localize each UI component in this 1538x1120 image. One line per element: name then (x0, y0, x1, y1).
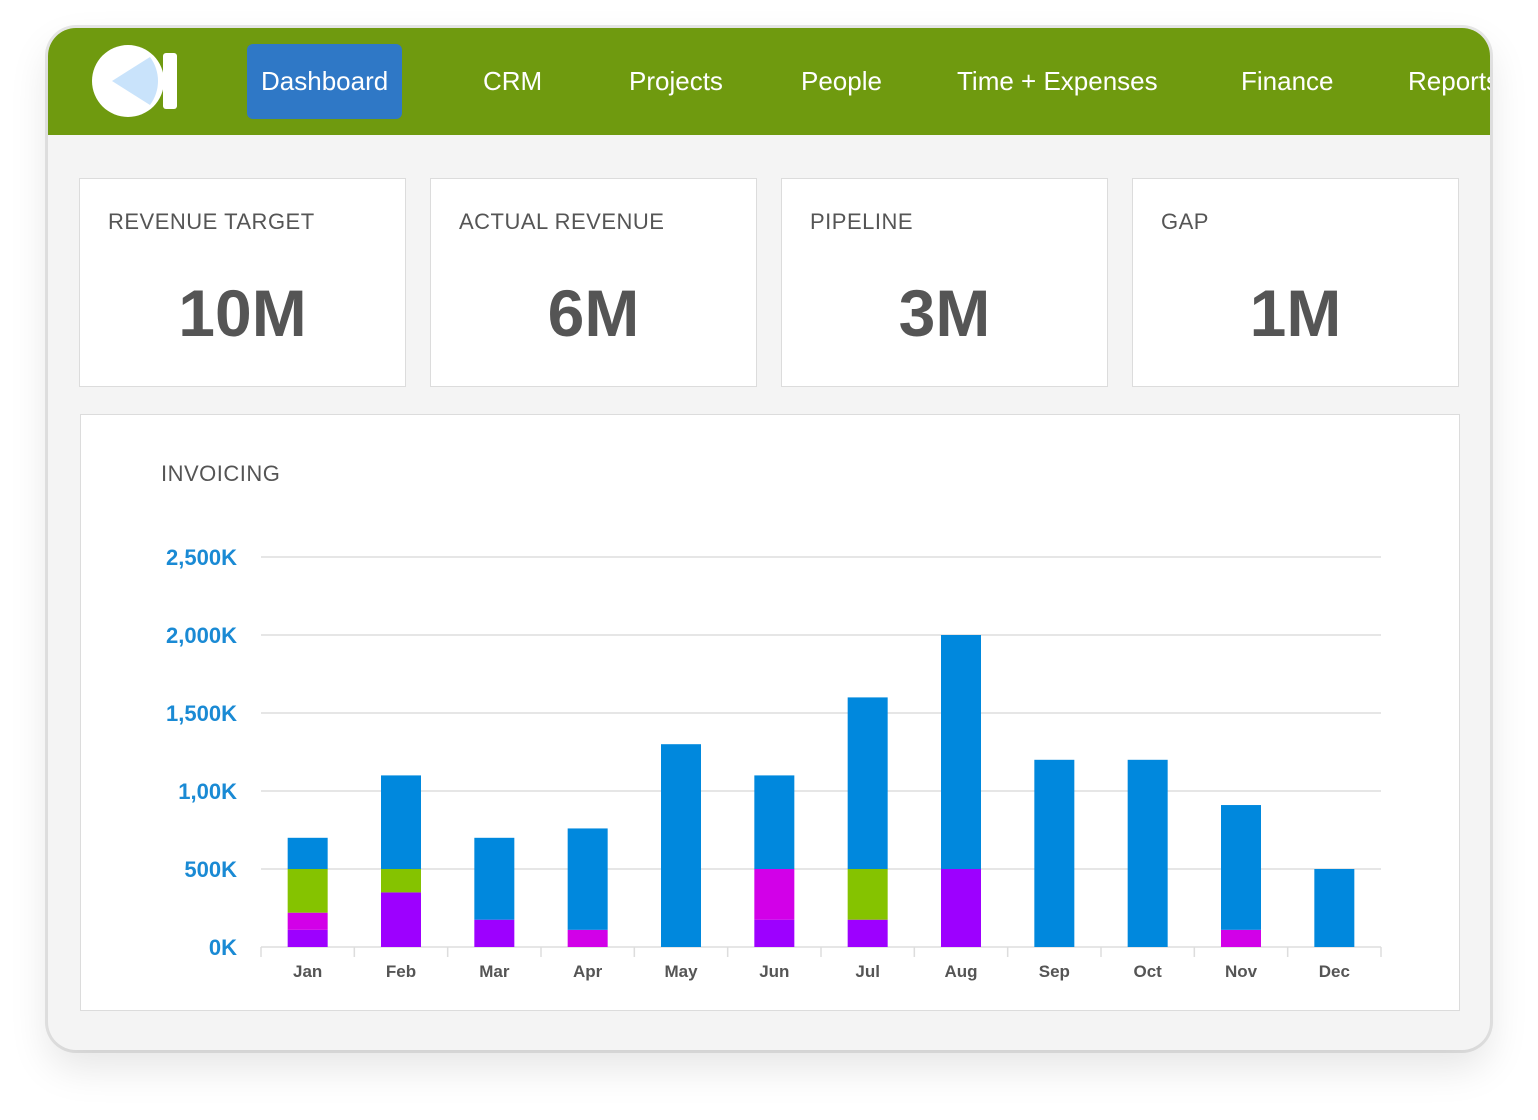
kpi-value: 6M (547, 276, 640, 350)
kpi-label: PIPELINE (810, 209, 914, 234)
bar-segment (567, 828, 608, 930)
bar-segment (567, 929, 608, 947)
bar-segment (754, 869, 795, 920)
y-tick-label: 2,500K (166, 545, 237, 570)
app-logo-icon[interactable] (88, 41, 188, 121)
y-tick-label: 2,000K (166, 623, 237, 648)
x-tick-label: Jun (759, 962, 789, 981)
bar-segment (287, 929, 328, 947)
bar-segment (1314, 869, 1355, 947)
bar-segment (661, 744, 701, 947)
nav-dashboard[interactable]: Dashboard (247, 44, 403, 119)
x-tick-label: Jul (855, 962, 880, 981)
kpi-value: 1M (1249, 276, 1342, 350)
bar-segment (474, 919, 515, 947)
kpi-card-revenue-target: REVENUE TARGET 10M (79, 178, 406, 387)
kpi-card-gap: GAP 1M (1132, 178, 1459, 387)
kpi-value: 10M (178, 276, 307, 350)
kpi-label: ACTUAL REVENUE (459, 209, 665, 234)
kpi-label: GAP (1161, 209, 1209, 234)
x-tick-label: May (664, 962, 698, 981)
chart-title: INVOICING (161, 461, 281, 486)
nav-time-expenses[interactable]: Time + Expenses (957, 66, 1158, 96)
nav-projects[interactable]: Projects (629, 66, 723, 96)
x-tick-label: Feb (386, 962, 416, 981)
bar-segment (941, 869, 981, 947)
y-tick-label: 500K (184, 857, 237, 882)
bar-segment (287, 837, 328, 869)
bar-segment (847, 697, 888, 869)
top-navigation-bar: Dashboard CRM Projects People Time + Exp… (48, 28, 1490, 135)
bar-segment (1221, 805, 1261, 930)
bar-segment (1221, 929, 1261, 947)
nav-finance[interactable]: Finance (1241, 66, 1334, 96)
x-tick-label: Oct (1133, 962, 1162, 981)
kpi-card-pipeline: PIPELINE 3M (781, 178, 1108, 387)
kpi-label: REVENUE TARGET (108, 209, 315, 234)
kpi-card-actual-revenue: ACTUAL REVENUE 6M (430, 178, 757, 387)
nav-crm[interactable]: CRM (483, 66, 543, 96)
bar-segment (941, 635, 981, 869)
y-tick-label: 1,500K (166, 701, 237, 726)
bar-segment (847, 869, 888, 920)
y-tick-label: 1,00K (178, 779, 237, 804)
nav-people[interactable]: People (801, 66, 882, 96)
x-tick-label: Mar (479, 962, 510, 981)
bar-segment (1034, 759, 1075, 947)
app-window: Dashboard CRM Projects People Time + Exp… (48, 28, 1490, 1050)
bar-segment (754, 775, 795, 869)
nav-reports[interactable]: Reports (1408, 66, 1490, 96)
x-tick-label: Nov (1225, 962, 1258, 981)
bar-segment (381, 869, 421, 893)
kpi-value: 3M (898, 276, 991, 350)
bar-segment (847, 919, 888, 947)
y-tick-label: 0K (209, 935, 237, 960)
x-tick-label: Aug (944, 962, 977, 981)
x-tick-label: Jan (293, 962, 322, 981)
bar-segment (754, 919, 795, 947)
invoicing-chart-card: INVOICING 0K 500K 1,00K 1,500K 2,000K 2,500K J… (80, 414, 1460, 1011)
x-tick-label: Dec (1319, 962, 1350, 981)
bar-segment (287, 912, 328, 930)
invoicing-bar-chart: 0K 500K 1,00K 1,500K 2,000K 2,500K Jan Feb Mar Ap… (166, 545, 1382, 981)
x-tick-label: Sep (1039, 962, 1070, 981)
bar-segment (381, 775, 421, 869)
bar-segment (381, 892, 421, 947)
bar-segment (287, 869, 328, 913)
bar-segment (474, 837, 515, 920)
bar-segment (1127, 759, 1168, 947)
x-tick-label: Apr (573, 962, 603, 981)
